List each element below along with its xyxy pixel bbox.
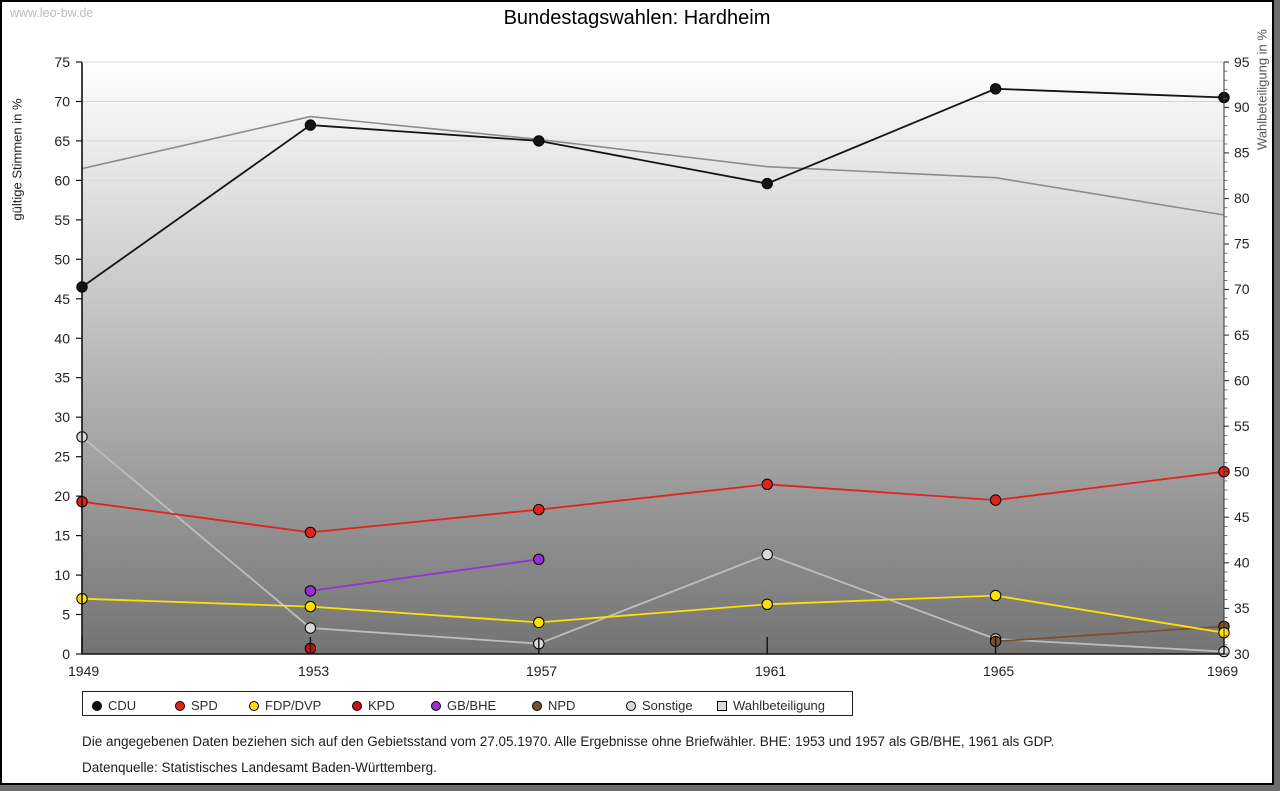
svg-text:55: 55 [54,212,70,228]
svg-text:1969: 1969 [1207,663,1238,679]
svg-text:35: 35 [54,370,70,386]
svg-text:95: 95 [1234,54,1250,70]
svg-text:25: 25 [54,449,70,465]
svg-text:40: 40 [54,330,70,346]
svg-text:70: 70 [1234,281,1250,297]
svg-text:30: 30 [54,409,70,425]
svg-text:35: 35 [1234,600,1250,616]
svg-text:1953: 1953 [298,663,329,679]
svg-text:75: 75 [1234,236,1250,252]
svg-text:30: 30 [1234,646,1250,662]
svg-text:75: 75 [54,54,70,70]
svg-text:1961: 1961 [755,663,786,679]
svg-text:40: 40 [1234,555,1250,571]
svg-text:45: 45 [54,291,70,307]
svg-text:55: 55 [1234,418,1250,434]
svg-text:60: 60 [1234,372,1250,388]
svg-text:0: 0 [62,646,70,662]
svg-text:85: 85 [1234,145,1250,161]
svg-text:1957: 1957 [526,663,557,679]
svg-text:90: 90 [1234,99,1250,115]
svg-text:60: 60 [54,172,70,188]
svg-text:45: 45 [1234,509,1250,525]
svg-text:50: 50 [1234,463,1250,479]
svg-text:1949: 1949 [68,663,99,679]
svg-text:5: 5 [62,607,70,623]
svg-text:50: 50 [54,251,70,267]
svg-text:80: 80 [1234,190,1250,206]
svg-text:70: 70 [54,94,70,110]
svg-text:65: 65 [54,133,70,149]
svg-text:10: 10 [54,567,70,583]
svg-text:65: 65 [1234,327,1250,343]
svg-text:15: 15 [54,528,70,544]
svg-text:20: 20 [54,488,70,504]
svg-text:1965: 1965 [983,663,1014,679]
